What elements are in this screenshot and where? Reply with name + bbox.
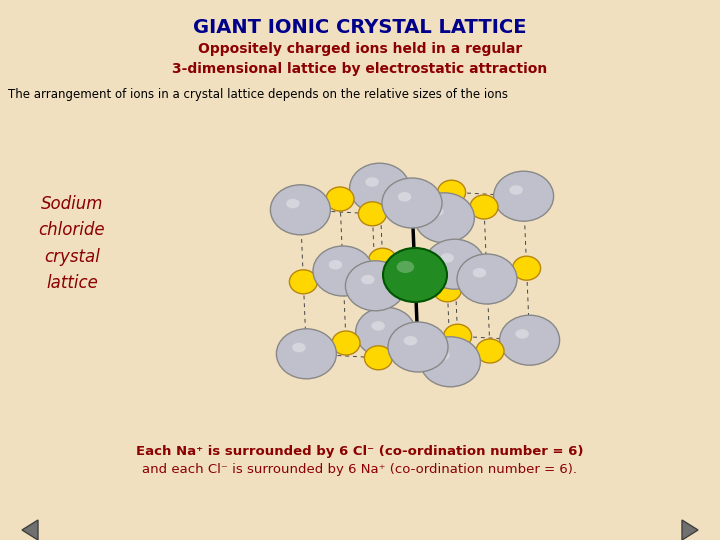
Ellipse shape (500, 315, 559, 365)
Ellipse shape (271, 185, 330, 235)
Ellipse shape (332, 331, 360, 355)
Ellipse shape (286, 199, 300, 208)
Ellipse shape (430, 207, 444, 217)
Ellipse shape (350, 163, 410, 213)
Ellipse shape (361, 275, 374, 284)
Ellipse shape (516, 329, 529, 339)
Text: and each Cl⁻ is surrounded by 6 Na⁺ (co-ordination number = 6).: and each Cl⁻ is surrounded by 6 Na⁺ (co-… (143, 463, 577, 476)
Text: The arrangement of ions in a crystal lattice depends on the relative sizes of th: The arrangement of ions in a crystal lat… (8, 88, 508, 101)
Ellipse shape (425, 239, 485, 289)
Ellipse shape (313, 246, 373, 296)
Text: Sodium
chloride
crystal
lattice: Sodium chloride crystal lattice (39, 195, 105, 292)
Ellipse shape (388, 322, 448, 372)
Ellipse shape (276, 329, 336, 379)
Ellipse shape (369, 248, 397, 272)
Ellipse shape (382, 178, 442, 228)
Ellipse shape (292, 343, 306, 352)
Ellipse shape (438, 180, 466, 204)
Ellipse shape (404, 336, 418, 346)
Ellipse shape (473, 268, 486, 278)
Polygon shape (682, 520, 698, 540)
Ellipse shape (513, 256, 541, 280)
Ellipse shape (364, 346, 392, 370)
Text: Each Na⁺ is surrounded by 6 Cl⁻ (co-ordination number = 6): Each Na⁺ is surrounded by 6 Cl⁻ (co-ordi… (136, 445, 584, 458)
Ellipse shape (476, 339, 504, 363)
Ellipse shape (494, 171, 554, 221)
Ellipse shape (415, 193, 474, 243)
Polygon shape (22, 520, 38, 540)
Ellipse shape (470, 195, 498, 219)
Ellipse shape (289, 270, 318, 294)
Ellipse shape (420, 337, 480, 387)
Ellipse shape (383, 248, 447, 302)
Ellipse shape (433, 278, 462, 302)
Ellipse shape (457, 254, 517, 304)
Ellipse shape (329, 260, 342, 269)
Ellipse shape (444, 324, 472, 348)
Ellipse shape (372, 321, 385, 330)
Ellipse shape (441, 253, 454, 262)
Text: Oppositely charged ions held in a regular
3-dimensional lattice by electrostatic: Oppositely charged ions held in a regula… (172, 42, 548, 76)
Ellipse shape (365, 177, 379, 187)
Ellipse shape (346, 261, 405, 311)
Ellipse shape (397, 261, 414, 273)
Ellipse shape (359, 202, 387, 226)
Text: GIANT IONIC CRYSTAL LATTICE: GIANT IONIC CRYSTAL LATTICE (193, 18, 527, 37)
Ellipse shape (509, 185, 523, 195)
Ellipse shape (326, 187, 354, 211)
Ellipse shape (397, 192, 411, 201)
Ellipse shape (356, 307, 415, 357)
Ellipse shape (436, 351, 450, 360)
